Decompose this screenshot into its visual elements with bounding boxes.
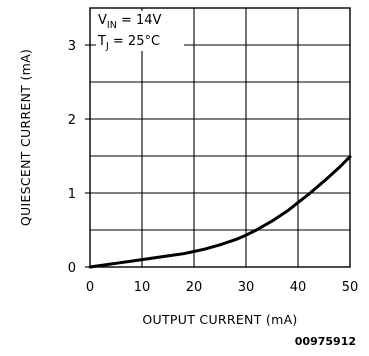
annotation-background — [96, 11, 184, 51]
x-tick-label: 10 — [134, 280, 151, 295]
plot-frame — [89, 7, 351, 268]
vin-subscript: IN — [107, 20, 117, 31]
x-tick-label: 0 — [86, 280, 94, 295]
tj-label: T — [97, 34, 106, 49]
x-tick-label: 30 — [238, 280, 255, 295]
x-tick-label: 40 — [290, 280, 307, 295]
vin-value: = 14V — [117, 13, 162, 28]
vin-annotation: VIN = 14V — [98, 13, 162, 31]
y-axis-label: QUIESCENT CURRENT (mA) — [18, 49, 33, 226]
x-tick-label: 50 — [342, 280, 359, 295]
x-axis-ticks: 0 10 20 30 40 50 — [86, 280, 358, 295]
figure-id: 00975912 — [295, 335, 356, 348]
x-axis-label: OUTPUT CURRENT (mA) — [142, 312, 297, 327]
y-tick-label: 0 — [68, 261, 76, 276]
y-tick-label: 2 — [68, 113, 76, 128]
tj-subscript: J — [105, 41, 109, 52]
y-tick-label: 3 — [68, 39, 76, 54]
grid-lines — [90, 8, 350, 267]
tj-annotation: TJ = 25°C — [97, 34, 160, 52]
y-axis-ticks: 0 1 2 3 — [68, 39, 90, 276]
series-line — [88, 155, 352, 269]
vin-label: V — [98, 13, 107, 28]
x-tick-label: 20 — [186, 280, 203, 295]
y-tick-label: 1 — [68, 187, 76, 202]
tj-value: = 25°C — [109, 34, 160, 49]
